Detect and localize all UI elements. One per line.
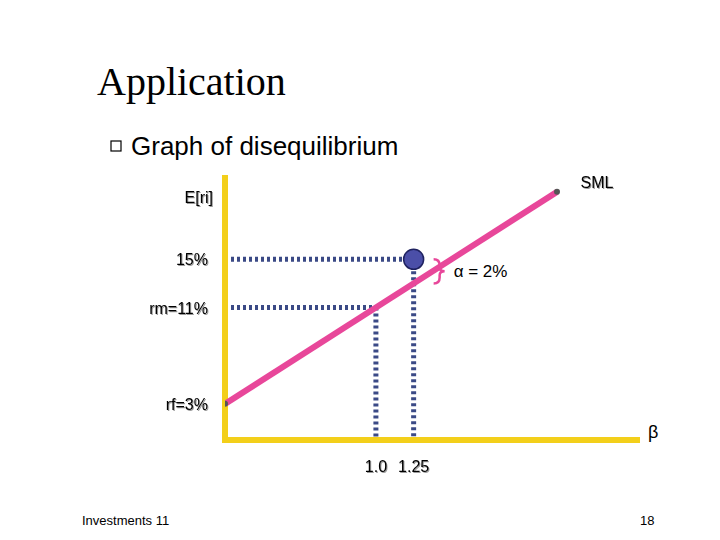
slide-title: Application [97, 59, 286, 104]
footer: Investments 11 [82, 513, 169, 528]
x-tick-label: 1.25 [398, 458, 429, 475]
alpha-label: α = 2% [454, 262, 508, 281]
x-axis [222, 437, 640, 443]
guides [225, 259, 414, 440]
x-tick-label: 1.0 [365, 458, 387, 475]
y-axis [222, 175, 228, 443]
bullet-icon [111, 141, 121, 151]
alpha-bracket [434, 259, 445, 283]
guide-vertical [373, 308, 378, 441]
x-axis-label: β [648, 422, 658, 442]
plot-data [225, 189, 560, 407]
asset-point [404, 249, 424, 269]
y-axis-label: E[ri] [185, 189, 213, 206]
slide-canvas: Application Graph of disequilibrium Invest… [0, 0, 720, 540]
slide: Application Graph of disequilibrium Invest… [0, 0, 720, 540]
y-tick-label: 15% [176, 251, 208, 268]
series-label: SML [581, 174, 614, 191]
guide-horizontal [225, 257, 414, 262]
sml-line [225, 192, 557, 404]
line-end [554, 189, 560, 195]
line-end [225, 401, 228, 407]
y-tick-label: rm=11% [149, 300, 208, 317]
bullet-text: Graph of disequilibrium [131, 131, 398, 161]
y-tick-label: rf=3% [166, 396, 208, 413]
page-number: 18 [640, 513, 654, 528]
guide-horizontal [225, 305, 376, 310]
